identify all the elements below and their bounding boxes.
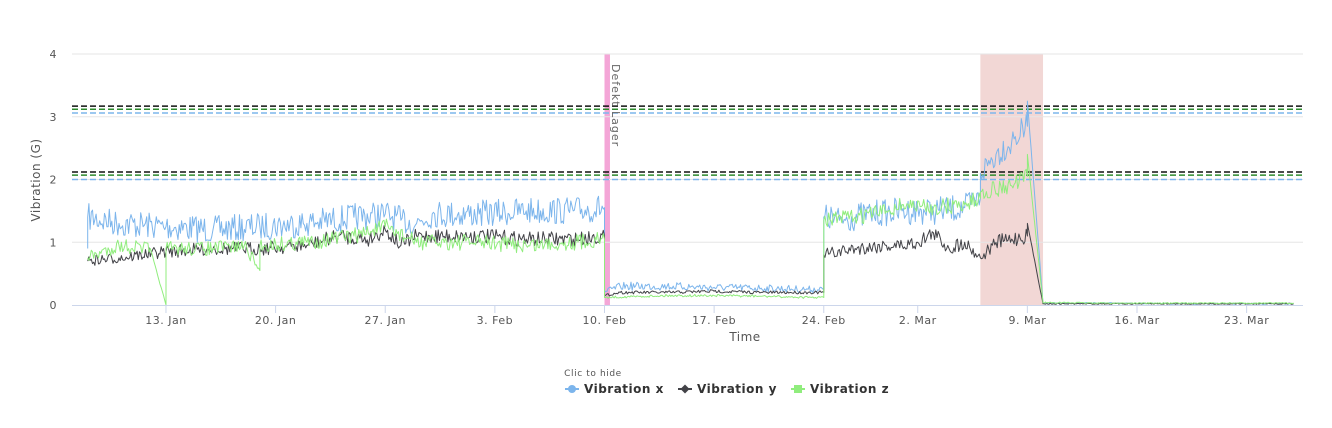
legend-item-vibration-z[interactable]: Vibration z <box>791 382 889 396</box>
legend: Vibration x Vibration y Vibration z <box>565 382 889 396</box>
plot-band-label: Defekt Lager <box>609 64 622 147</box>
legend-title: Clic to hide <box>564 369 622 379</box>
legend-label[interactable]: Vibration x <box>584 382 664 396</box>
axes: 0 1 2 3 4 13. Jan 20. Jan 27. Jan 3. Feb 10. Feb 1… <box>50 48 1303 327</box>
x-tick-label: 13. Jan <box>145 314 186 327</box>
legend-square-icon <box>794 385 802 393</box>
x-tick-label: 9. Mar <box>1008 314 1046 327</box>
x-tick-label: 24. Feb <box>802 314 846 327</box>
legend-circle-icon <box>568 385 576 393</box>
x-tick-label: 16. Mar <box>1114 314 1159 327</box>
series-line-3 <box>87 153 1294 306</box>
legend-label[interactable]: Vibration y <box>697 382 777 396</box>
y-tick-label: 0 <box>50 299 58 312</box>
x-tick-label: 10. Feb <box>583 314 627 327</box>
series-line-2 <box>87 222 1294 305</box>
legend-item-vibration-y[interactable]: Vibration y <box>678 382 777 396</box>
y-tick-label: 2 <box>50 174 58 187</box>
x-tick-label: 20. Jan <box>255 314 296 327</box>
x-tick-label: 17. Feb <box>692 314 736 327</box>
x-tick-label: 23. Mar <box>1224 314 1269 327</box>
threshold-lines <box>72 105 1303 181</box>
legend-item-vibration-x[interactable]: Vibration x <box>565 382 664 396</box>
legend-diamond-icon <box>680 384 690 394</box>
y-axis-title: Vibration (G) <box>29 138 43 221</box>
band-labels: Defekt Lager <box>609 64 622 147</box>
y-tick-label: 1 <box>50 236 58 249</box>
y-tick-label: 3 <box>50 111 58 124</box>
grid-lines <box>72 53 1303 243</box>
y-tick-label: 4 <box>50 48 58 61</box>
series-line-1 <box>87 100 1294 305</box>
x-tick-label: 3. Feb <box>477 314 513 327</box>
x-axis-title: Time <box>728 330 760 344</box>
x-tick-label: 2. Mar <box>899 314 937 327</box>
series-lines <box>87 100 1294 306</box>
x-tick-label: 27. Jan <box>365 314 406 327</box>
legend-label[interactable]: Vibration z <box>810 382 889 396</box>
